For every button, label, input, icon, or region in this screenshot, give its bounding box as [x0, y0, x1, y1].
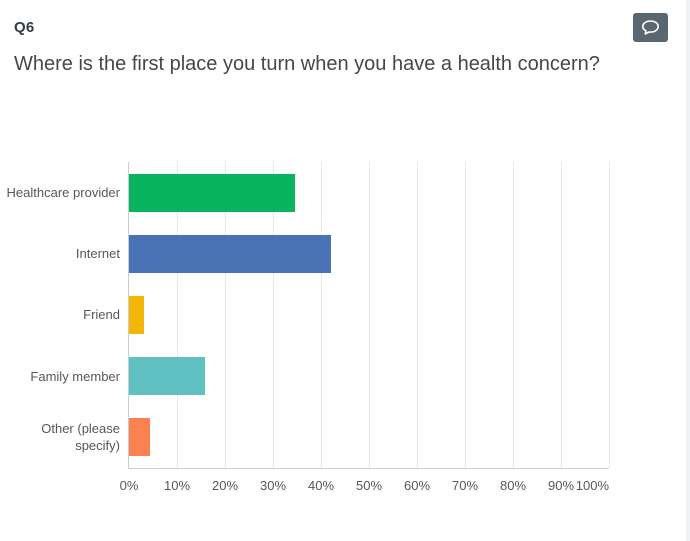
- bar-friend[interactable]: [129, 295, 144, 334]
- bar-row: [129, 223, 609, 284]
- bar-family-member[interactable]: [129, 357, 206, 396]
- category-label: Internet: [75, 246, 120, 262]
- x-tick-label: 40%: [307, 478, 335, 493]
- bar-row: [129, 162, 609, 223]
- category-label: Healthcare provider: [6, 185, 120, 201]
- gridline: [225, 162, 226, 468]
- gridline: [177, 162, 178, 468]
- x-tick-label: 90%: [547, 478, 575, 493]
- category-labels: Healthcare provider Internet Friend Family …: [0, 162, 120, 468]
- x-tick-label: 30%: [259, 478, 287, 493]
- x-axis-ticks: 0% 10% 20% 30% 40% 50% 60% 70% 80% 90% 100%: [120, 478, 609, 498]
- x-tick-label: 20%: [211, 478, 239, 493]
- category-label: Family member: [30, 368, 120, 384]
- category-label: Other (please specify): [41, 421, 120, 454]
- bar-row: [129, 284, 609, 345]
- x-tick-label: 0%: [119, 478, 139, 493]
- bar-row: [129, 407, 609, 468]
- gridline: [369, 162, 370, 468]
- gridline: [273, 162, 274, 468]
- x-tick-label: 50%: [355, 478, 383, 493]
- gridline: [513, 162, 514, 468]
- speech-bubble-icon: [641, 19, 660, 36]
- x-tick-label: 80%: [499, 478, 527, 493]
- category-label: Friend: [83, 307, 120, 323]
- x-tick-label: 70%: [451, 478, 479, 493]
- bar-row: [129, 346, 609, 407]
- question-number: Q6: [14, 19, 35, 36]
- gridline: [465, 162, 466, 468]
- bar-internet[interactable]: [129, 234, 331, 273]
- x-tick-label: 100%: [575, 478, 609, 493]
- gridline: [561, 162, 562, 468]
- gridline: [609, 162, 610, 468]
- bar-healthcare-provider[interactable]: [129, 173, 295, 212]
- bar-other-please-specify[interactable]: [129, 418, 150, 457]
- plot-area: 0% 10% 20% 30% 40% 50% 60% 70% 80% 90% 100%: [120, 162, 610, 493]
- bar-chart: Healthcare provider Internet Friend Family …: [0, 162, 690, 512]
- question-title: Where is the first place you turn when y…: [14, 53, 600, 75]
- comment-button[interactable]: [633, 13, 668, 42]
- x-tick-label: 10%: [163, 478, 191, 493]
- gridline: [321, 162, 322, 468]
- x-tick-label: 60%: [403, 478, 431, 493]
- gridline: [417, 162, 418, 468]
